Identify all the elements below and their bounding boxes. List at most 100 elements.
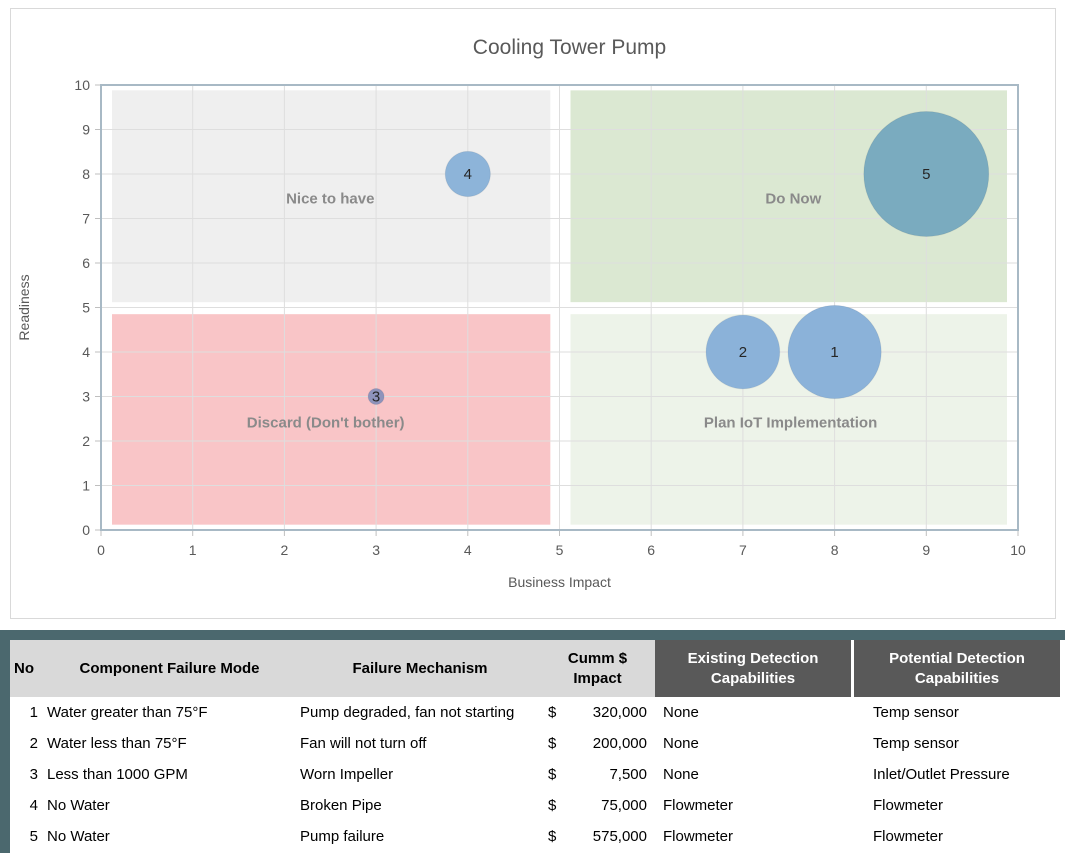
x-tick-label: 0 [97,542,105,558]
x-tick-label: 4 [464,542,472,558]
cell-no: 5 [29,828,38,845]
x-tick-label: 7 [739,542,747,558]
bubble-chart-svg: Nice to have Do Now Discard (Don't bother)… [16,36,1026,590]
bubble-5[interactable] [863,111,990,237]
cell-component: Water less than 75°F [47,735,187,752]
impact-value: 7,500 [609,766,647,783]
y-tick-label: 8 [82,166,90,182]
cell-no: 2 [29,735,38,752]
y-tick-label: 7 [82,211,90,227]
y-tick-label: 10 [74,77,90,93]
cell-potential: Temp sensor [873,735,959,752]
currency-symbol: $ [548,766,557,783]
x-tick-label: 1 [189,542,197,558]
cell-component: Water greater than 75°F [47,704,208,721]
cell-component: No Water [47,797,110,814]
x-axis-title: Business Impact [508,574,611,590]
impact-value: 320,000 [592,704,647,721]
plot-border [100,84,1019,531]
cell-impact: $ 200,000 [540,735,655,752]
cell-mechanism: Worn Impeller [300,766,394,783]
header-component: Component Failure Mode [45,640,292,697]
x-tick-label: 5 [556,542,564,558]
quadrant-label-1: Do Now [765,190,821,207]
impact-value: 200,000 [592,735,647,752]
cell-potential: Inlet/Outlet Pressure [873,766,1010,783]
bubble-label-3: 3 [372,389,380,406]
table-body: 1 Water greater than 75°F Pump degraded,… [10,697,1060,852]
cell-potential: Temp sensor [873,704,959,721]
currency-symbol: $ [548,704,557,721]
x-tick-label: 8 [831,542,839,558]
cell-existing: None [663,735,699,752]
y-tick-label: 6 [82,255,90,271]
header-no: No [10,640,45,697]
cell-mechanism: Broken Pipe [300,797,382,814]
cell-existing: Flowmeter [663,797,734,814]
cell-no: 3 [29,766,38,783]
cell-mechanism: Pump degraded, fan not starting [300,704,515,721]
currency-symbol: $ [548,735,557,752]
cell-potential: Flowmeter [873,797,944,814]
x-tick-label: 10 [1010,542,1026,558]
table-row: 2 Water less than 75°F Fan will not turn… [10,728,1060,759]
header-potential: Potential Detection Capabilities [851,640,1060,697]
y-tick-label: 9 [82,122,90,138]
cell-existing: None [663,704,699,721]
cell-component: No Water [47,828,110,845]
quadrant-2 [112,314,551,525]
bubble-label-2: 2 [739,344,747,361]
cell-impact: $ 75,000 [540,797,655,814]
x-tick-label: 3 [372,542,380,558]
bubble-1[interactable] [787,304,882,400]
y-tick-label: 5 [82,300,90,316]
cell-no: 4 [29,797,38,814]
quadrant-label-3: Plan IoT Implementation [704,414,877,431]
bubble-label-5: 5 [922,166,930,183]
quadrant-label-2: Discard (Don't bother) [247,414,405,431]
x-tick-label: 9 [922,542,930,558]
header-impact: Cumm $ Impact [540,640,655,697]
header-existing: Existing Detection Capabilities [655,640,851,697]
table-row: 3 Less than 1000 GPM Worn Impeller $ 7,5… [10,759,1060,790]
table-row: 5 No Water Pump failure $ 575,000 Flowme… [10,821,1060,852]
cell-impact: $ 320,000 [540,704,655,721]
cell-existing: Flowmeter [663,828,734,845]
bubble-label-1: 1 [830,344,838,361]
quadrant-label-0: Nice to have [286,190,374,207]
y-axis-title: Readiness [16,274,32,340]
y-tick-label: 3 [82,389,90,405]
currency-symbol: $ [548,828,557,845]
cell-no: 1 [29,704,38,721]
cell-component: Less than 1000 GPM [47,766,188,783]
y-tick-label: 0 [82,522,90,538]
fmea-table: No Component Failure Mode Failure Mechan… [0,630,1065,853]
table-left-accent-bar [0,630,10,853]
cell-impact: $ 7,500 [540,766,655,783]
cell-potential: Flowmeter [873,828,944,845]
table-top-accent-bar [0,630,1065,640]
cell-existing: None [663,766,699,783]
bubble-chart: Nice to have Do Now Discard (Don't bother)… [10,8,1056,619]
table-row: 1 Water greater than 75°F Pump degraded,… [10,697,1060,728]
impact-value: 75,000 [601,797,647,814]
currency-symbol: $ [548,797,557,814]
header-mechanism: Failure Mechanism [292,640,540,697]
bubble-label-4: 4 [464,166,472,183]
table-row: 4 No Water Broken Pipe $ 75,000 Flowmete… [10,790,1060,821]
y-tick-label: 4 [82,344,90,360]
x-tick-label: 2 [281,542,289,558]
quadrant-0 [112,90,551,303]
bubble-4[interactable] [444,150,491,198]
y-tick-label: 2 [82,433,90,449]
bubble-2[interactable] [705,314,781,390]
cell-mechanism: Pump failure [300,828,385,845]
table-header-row: No Component Failure Mode Failure Mechan… [10,640,1060,697]
impact-value: 575,000 [592,828,647,845]
x-tick-label: 6 [647,542,655,558]
cell-impact: $ 575,000 [540,828,655,845]
y-tick-label: 1 [82,478,90,494]
bubble-3[interactable] [367,388,385,405]
chart-title: Cooling Tower Pump [473,36,666,59]
